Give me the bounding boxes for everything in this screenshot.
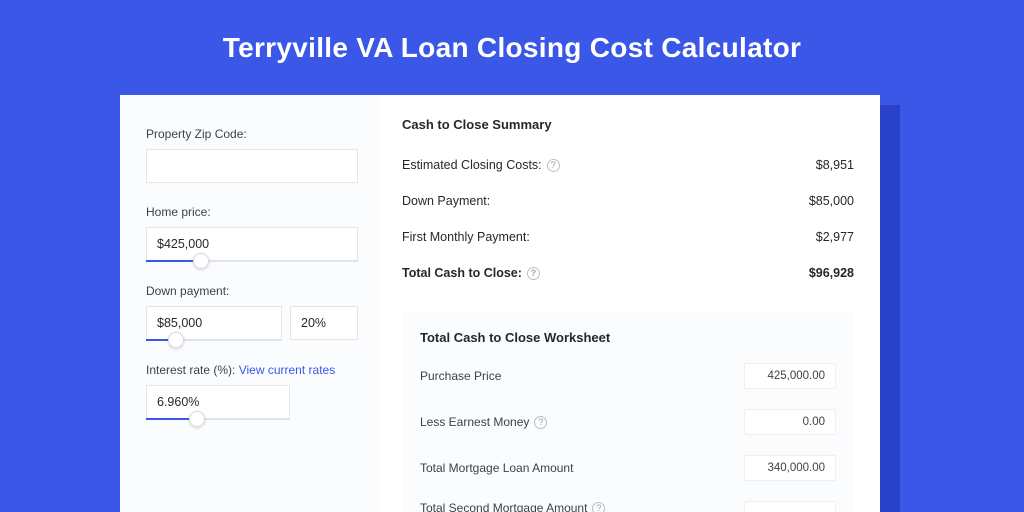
page-title: Terryville VA Loan Closing Cost Calculat… [0,0,1024,64]
down-payment-pct-input[interactable] [290,306,358,340]
worksheet-label: Total Second Mortgage Amount [420,501,587,512]
interest-rate-slider-fill [146,418,189,420]
worksheet-box: Total Cash to Close Worksheet Purchase P… [402,312,854,512]
down-payment-slider-thumb[interactable] [168,332,184,348]
summary-label: Estimated Closing Costs: [402,158,542,172]
help-icon[interactable]: ? [534,416,547,429]
field-down-payment: Down payment: [146,284,358,341]
worksheet-label: Total Mortgage Loan Amount [420,461,573,475]
worksheet-row-second-mortgage: Total Second Mortgage Amount ? [420,501,836,512]
view-rates-link[interactable]: View current rates [239,363,336,377]
worksheet-value: 425,000.00 [744,363,836,389]
interest-rate-input[interactable] [146,385,290,419]
summary-title: Cash to Close Summary [402,117,854,132]
down-payment-slider-fill [146,339,168,341]
summary-value: $85,000 [809,194,854,208]
worksheet-row-purchase-price: Purchase Price 425,000.00 [420,363,836,389]
home-price-slider[interactable] [146,260,358,262]
home-price-slider-fill [146,260,193,262]
down-payment-input[interactable] [146,306,282,340]
help-icon[interactable]: ? [527,267,540,280]
interest-rate-label: Interest rate (%): View current rates [146,363,358,377]
down-payment-slider[interactable] [146,339,282,341]
worksheet-row-mortgage-amount: Total Mortgage Loan Amount 340,000.00 [420,455,836,481]
home-price-slider-thumb[interactable] [193,253,209,269]
calculator-card: Property Zip Code: Home price: Down paym… [120,95,880,512]
worksheet-row-earnest-money: Less Earnest Money ? 0.00 [420,409,836,435]
home-price-label: Home price: [146,205,358,219]
down-payment-label: Down payment: [146,284,358,298]
summary-label: Total Cash to Close: [402,266,522,280]
summary-value: $2,977 [816,230,854,244]
summary-row-total: Total Cash to Close: ? $96,928 [402,258,854,294]
worksheet-value [744,501,836,512]
inputs-panel: Property Zip Code: Home price: Down paym… [120,95,380,512]
help-icon[interactable]: ? [547,159,560,172]
home-price-input[interactable] [146,227,358,261]
summary-row-closing-costs: Estimated Closing Costs: ? $8,951 [402,150,854,186]
interest-rate-slider[interactable] [146,418,290,420]
summary-value: $96,928 [809,266,854,280]
summary-value: $8,951 [816,158,854,172]
field-interest-rate: Interest rate (%): View current rates [146,363,358,420]
zip-label: Property Zip Code: [146,127,358,141]
summary-label: Down Payment: [402,194,490,208]
field-home-price: Home price: [146,205,358,262]
worksheet-title: Total Cash to Close Worksheet [420,330,836,345]
zip-input[interactable] [146,149,358,183]
results-panel: Cash to Close Summary Estimated Closing … [380,95,880,512]
summary-label: First Monthly Payment: [402,230,530,244]
interest-rate-slider-thumb[interactable] [189,411,205,427]
page-background: Terryville VA Loan Closing Cost Calculat… [0,0,1024,512]
field-zip: Property Zip Code: [146,127,358,183]
interest-rate-label-text: Interest rate (%): [146,363,235,377]
worksheet-value: 0.00 [744,409,836,435]
worksheet-label: Less Earnest Money [420,415,529,429]
worksheet-value: 340,000.00 [744,455,836,481]
help-icon[interactable]: ? [592,502,605,512]
summary-row-down-payment: Down Payment: $85,000 [402,186,854,222]
summary-row-first-payment: First Monthly Payment: $2,977 [402,222,854,258]
worksheet-label: Purchase Price [420,369,501,383]
